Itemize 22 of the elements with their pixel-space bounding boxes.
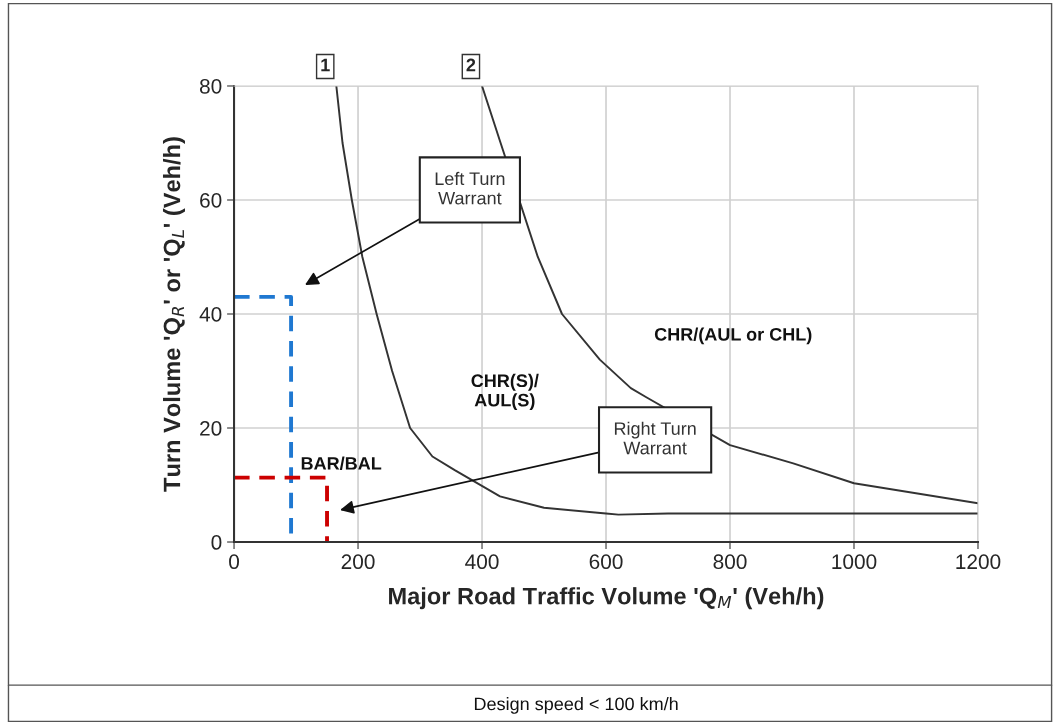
series-label: 1 [321,58,330,72]
x-tick-label: 200 [341,554,375,570]
x-axis-title: Major Road Traffic Volume 'Q$_{M}$' (Veh/h) [389,587,824,610]
x-tick-label: 1200 [956,554,1001,570]
y-tick-label: 40 [199,307,222,322]
y-tick-label: 60 [200,192,222,208]
x-tick-label: 800 [713,554,747,570]
x-tick-label: 0 [229,554,240,570]
x-tick-label: 600 [589,554,623,570]
y-tick-label: 20 [200,421,222,436]
text: Design speed < 100 km/h [474,697,678,714]
annotation: Left Turn Warrant [435,171,505,205]
annotation: CHR(S)/ AUL(S) [471,373,539,411]
x-tick-label: 1000 [832,554,877,570]
x-tick-label: 400 [465,554,499,570]
annotation: Right Turn Warrant [614,421,696,455]
y-axis-title: Turn Volume 'Q$_{R}$' or 'Q$_{L}$' (Veh/h) [162,137,185,492]
y-tick-label: 80 [199,78,222,94]
series-label: 2 [466,58,476,72]
y-tick-label: 0 [211,535,222,550]
annotation: CHR/(AUL or CHL) [654,327,812,345]
annotation: BAR/BAL [301,456,382,470]
